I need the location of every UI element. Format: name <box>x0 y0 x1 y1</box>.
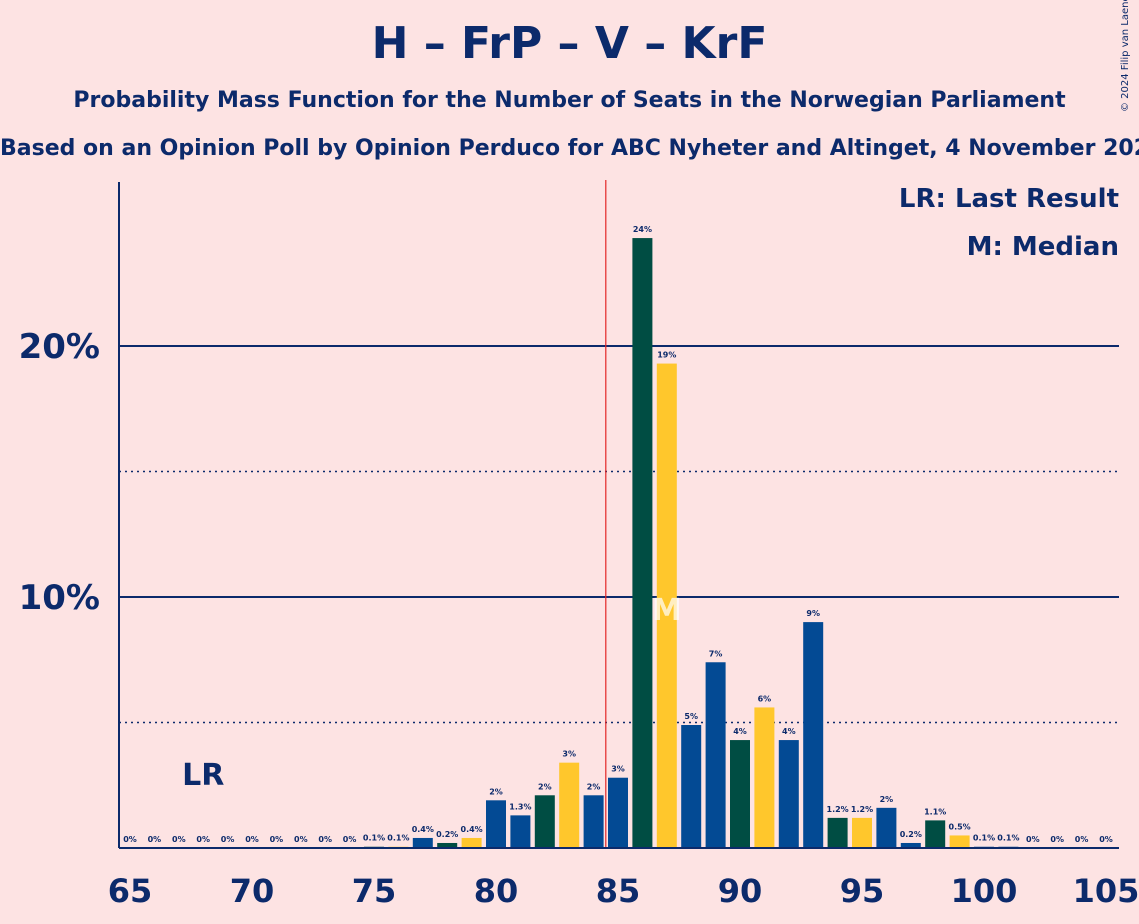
bar-value-label: 0.1% <box>973 834 995 843</box>
bar-value-label: 0% <box>270 835 284 844</box>
bar-seat-94 <box>827 817 848 848</box>
chart-subtitle-source: Based on an Opinion Poll by Opinion Perd… <box>0 136 1139 161</box>
bar-value-label: 3% <box>562 750 576 759</box>
bar-seat-89 <box>705 662 726 848</box>
bar-seat-96 <box>876 807 897 848</box>
bar-value-label: 3% <box>611 765 625 774</box>
bar-seat-84 <box>583 795 604 848</box>
bar-value-label: 0% <box>343 835 357 844</box>
x-tick-label: 80 <box>474 872 519 910</box>
bar-value-label: 4% <box>733 727 747 736</box>
bar-value-label: 0% <box>196 835 210 844</box>
bar-seat-95 <box>852 817 872 848</box>
legend-median: M: Median <box>966 232 1119 262</box>
bar-value-label: 9% <box>806 609 820 618</box>
bar-value-label: 1.3% <box>509 802 531 811</box>
bar-seat-97 <box>900 842 921 848</box>
bar-seat-81 <box>510 815 531 848</box>
bar-seat-91 <box>754 707 775 848</box>
chart-title: H – FrP – V – KrF <box>371 18 768 69</box>
bar-value-label: 6% <box>758 694 772 703</box>
bar-seat-88 <box>681 725 702 848</box>
bar-value-label: 0% <box>1075 835 1089 844</box>
bar-value-label: 0% <box>294 835 308 844</box>
bar-seat-86 <box>632 238 653 848</box>
y-tick-label: 10% <box>19 578 100 618</box>
bar-value-label: 2% <box>880 795 894 804</box>
chart-subtitle: Probability Mass Function for the Number… <box>73 88 1066 113</box>
bar-value-label: 0.4% <box>412 825 434 834</box>
bar-value-label: 0.4% <box>461 825 483 834</box>
x-tick-label: 70 <box>230 872 275 910</box>
median-marker: M <box>652 593 682 628</box>
bar-value-label: 5% <box>684 712 698 721</box>
bar-value-label: 0% <box>221 835 235 844</box>
bar-seat-90 <box>730 740 750 848</box>
bar-value-label: 1.2% <box>851 805 873 814</box>
bar-value-label: 0.5% <box>949 822 971 831</box>
bar-value-label: 0.2% <box>436 830 458 839</box>
bar-value-label: 2% <box>587 782 601 791</box>
bar-value-label: 0% <box>245 835 259 844</box>
x-tick-label: 65 <box>108 872 153 910</box>
bar-value-label: 0.2% <box>900 830 922 839</box>
bar-value-label: 4% <box>782 727 796 736</box>
bar-seat-85 <box>608 777 628 848</box>
bar-value-label: 19% <box>657 351 676 360</box>
x-tick-label: 100 <box>951 872 1018 910</box>
bar-value-label: 24% <box>633 225 652 234</box>
bar-value-label: 0.1% <box>387 834 409 843</box>
legend-last-result: LR: Last Result <box>898 184 1119 214</box>
bar-value-label: 0% <box>1099 835 1113 844</box>
bar-seat-83 <box>559 762 580 848</box>
bar-seat-93 <box>803 622 824 848</box>
bar-value-label: 0% <box>123 835 137 844</box>
x-tick-label: 90 <box>718 872 763 910</box>
bar-seat-77 <box>412 837 433 848</box>
x-tick-label: 85 <box>596 872 641 910</box>
bar-value-label: 0% <box>172 835 186 844</box>
bar-value-label: 0.1% <box>997 834 1019 843</box>
bar-value-label: 2% <box>538 782 552 791</box>
bar-value-label: 0% <box>1026 835 1040 844</box>
x-tick-label: 75 <box>352 872 397 910</box>
bar-value-label: 7% <box>709 649 723 658</box>
bar-seat-78 <box>437 842 458 848</box>
y-tick-label: 20% <box>19 327 100 367</box>
bar-seat-79 <box>461 837 482 848</box>
bar-seat-99 <box>949 835 970 848</box>
bar-value-label: 0% <box>148 835 162 844</box>
bar-value-label: 1.1% <box>924 807 946 816</box>
bar-value-label: 0.1% <box>363 834 385 843</box>
bar-seat-98 <box>925 820 946 848</box>
bar-seat-82 <box>534 795 555 848</box>
bar-seat-80 <box>486 800 506 848</box>
bar-seat-92 <box>778 740 799 848</box>
bar-value-label: 2% <box>489 787 503 796</box>
bar-value-label: 0% <box>1050 835 1064 844</box>
x-tick-label: 95 <box>840 872 885 910</box>
bar-value-label: 0% <box>318 835 332 844</box>
x-tick-label: 105 <box>1073 872 1139 910</box>
last-result-marker: LR <box>182 758 224 793</box>
bar-value-label: 1.2% <box>827 805 849 814</box>
bar-seat-87 <box>656 363 677 848</box>
